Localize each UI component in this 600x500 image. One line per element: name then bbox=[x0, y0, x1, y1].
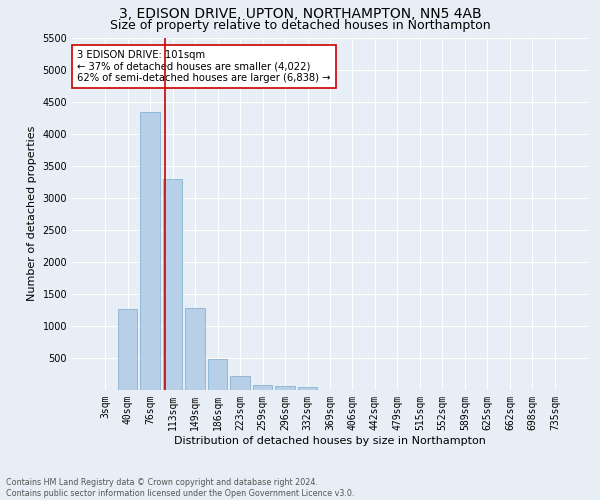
Bar bbox=[118, 308, 137, 390]
Bar bbox=[253, 385, 272, 390]
Bar bbox=[208, 358, 227, 390]
Text: 3 EDISON DRIVE: 101sqm
← 37% of detached houses are smaller (4,022)
62% of semi-: 3 EDISON DRIVE: 101sqm ← 37% of detached… bbox=[77, 50, 331, 83]
Bar bbox=[275, 386, 295, 390]
Y-axis label: Number of detached properties: Number of detached properties bbox=[27, 126, 37, 302]
X-axis label: Distribution of detached houses by size in Northampton: Distribution of detached houses by size … bbox=[174, 436, 486, 446]
Bar bbox=[163, 178, 182, 390]
Bar bbox=[140, 112, 160, 390]
Text: Contains HM Land Registry data © Crown copyright and database right 2024.
Contai: Contains HM Land Registry data © Crown c… bbox=[6, 478, 355, 498]
Bar bbox=[230, 376, 250, 390]
Text: 3, EDISON DRIVE, UPTON, NORTHAMPTON, NN5 4AB: 3, EDISON DRIVE, UPTON, NORTHAMPTON, NN5… bbox=[119, 8, 481, 22]
Bar bbox=[298, 388, 317, 390]
Bar bbox=[185, 308, 205, 390]
Text: Size of property relative to detached houses in Northampton: Size of property relative to detached ho… bbox=[110, 19, 490, 32]
